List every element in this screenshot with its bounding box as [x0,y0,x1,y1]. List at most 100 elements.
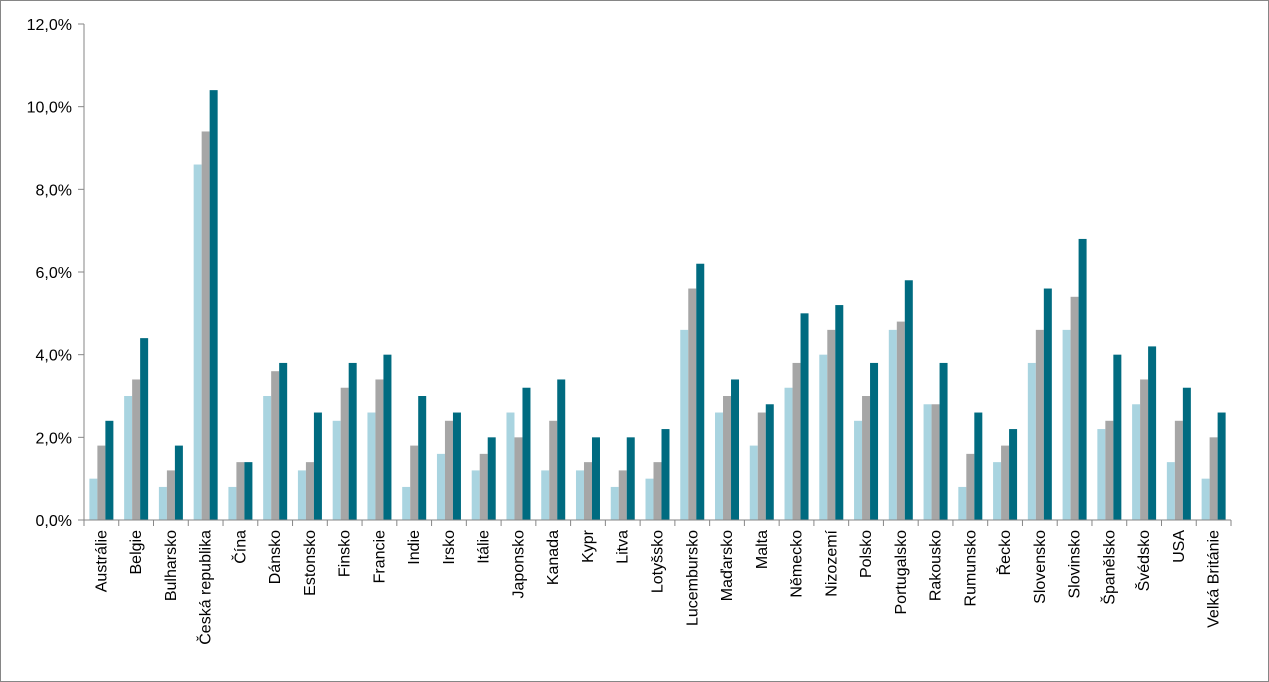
bar-USA-series-1 [1166,462,1175,520]
x-axis: Austrálie Belgie Bulharsko Česká republika Č… [83,519,1232,645]
x-tick-label: Slovensko [1032,530,1049,604]
bar-Lucembursko-series-1 [680,329,689,520]
x-tick-label: Kypr [580,529,597,563]
y-tick-label: 12,0% [27,17,72,34]
bar-Švédsko-series-1 [1132,404,1141,520]
bar-Dánsko-series-1 [263,396,272,520]
x-tick-label: Česká republika [196,530,215,645]
bar-Česká republika-series-3 [209,90,218,520]
bar-Česká republika-series-1 [193,164,202,521]
y-axis: 0,0% 2,0% 4,0% 6,0% 8,0% 10,0% 12,0% [27,17,85,530]
bar-Španělsko-series-3 [1113,354,1122,520]
bar-Řecko-series-3 [1009,429,1018,520]
bar-Řecko-series-2 [1001,445,1010,520]
bar-Slovensko-series-3 [1043,288,1052,520]
y-tick-label: 6,0% [36,265,72,282]
bar-Bulharsko-series-3 [174,445,183,520]
y-tick-label: 4,0% [36,348,72,365]
bar-Japonsko-series-1 [506,412,515,520]
x-tick-label: Malta [754,530,771,569]
bar-Nizozemí-series-3 [835,305,844,520]
x-tick-label: Lotyšsko [650,530,667,593]
bar-Finsko-series-3 [348,362,357,520]
x-tick-label: Itálie [476,530,493,564]
x-tick-label: Maďarsko [719,530,736,601]
x-tick-label: Řecko [995,530,1014,575]
bar-Čína-series-3 [244,462,253,520]
bar-Kypr-series-3 [591,437,600,520]
x-tick-label: Kanada [545,530,562,585]
bar-Nizozemí-series-2 [827,329,836,520]
x-tick-label: Finsko [337,530,354,577]
bar-Malta-series-3 [765,404,774,520]
bar-Velká Británie-series-3 [1217,412,1226,520]
bar-USA-series-3 [1182,387,1191,520]
bar-Indie-series-3 [418,396,427,520]
bar-Finsko-series-2 [340,387,349,520]
y-tick-label: 2,0% [36,430,72,447]
bar-Lotyšsko-series-2 [653,462,662,520]
x-tick-label: Litva [615,530,632,564]
bar-Lucembursko-series-3 [696,263,705,520]
x-tick-label: Austrálie [93,530,110,592]
x-tick-label: Estonsko [302,530,319,596]
bar-Irsko-series-3 [452,412,461,520]
bar-USA-series-2 [1174,420,1183,520]
bar-Slovinsko-series-3 [1078,238,1087,520]
y-tick-label: 8,0% [36,182,72,199]
bar-Irsko-series-1 [436,453,445,520]
bar-Austrálie-series-1 [89,478,98,520]
bar-Estonsko-series-1 [297,470,306,520]
bar-Česká republika-series-2 [201,131,210,520]
bar-Litva-series-2 [618,470,627,520]
bar-Slovensko-series-2 [1035,329,1044,520]
x-tick-label: Dánsko [267,530,284,584]
bar-Nizozemí-series-1 [819,354,828,520]
x-tick-label: Polsko [858,530,875,578]
bar-Rakousko-series-2 [931,404,940,520]
bar-Japonsko-series-3 [522,387,531,520]
bar-Lucembursko-series-2 [688,288,697,520]
bar-Dánsko-series-2 [271,371,280,520]
bar-Belgie-series-1 [124,396,133,520]
bar-Lotyšsko-series-3 [661,429,670,520]
bar-Polsko-series-1 [854,420,863,520]
bar-Estonsko-series-3 [313,412,322,520]
bar-Rumunsko-series-2 [966,453,975,520]
bar-Litva-series-1 [610,486,619,520]
x-tick-label: Indie [406,530,423,565]
bar-Kypr-series-1 [575,470,584,520]
bar-Německo-series-1 [784,387,793,520]
bar-Velká Británie-series-1 [1201,478,1210,520]
bar-Irsko-series-2 [444,420,453,520]
y-tick-label: 0,0% [36,513,72,530]
bar-Rumunsko-series-3 [974,412,983,520]
bar-Bulharsko-series-1 [158,486,167,520]
bar-Bulharsko-series-2 [166,470,175,520]
x-tick-label: Velká Británie [1206,530,1223,628]
bar-Německo-series-3 [800,313,809,520]
x-tick-label: Belgie [128,530,145,575]
bar-Rakousko-series-1 [923,404,932,520]
bar-Belgie-series-3 [140,338,149,520]
x-tick-label: Španělsko [1099,530,1118,605]
bar-Itálie-series-1 [471,470,480,520]
bar-Polsko-series-3 [870,362,879,520]
bar-Kypr-series-2 [583,462,592,520]
x-tick-label: Rakousko [928,530,945,601]
bar-Řecko-series-1 [993,462,1002,520]
bar-Malta-series-2 [757,412,766,520]
bar-Francie-series-1 [367,412,376,520]
bar-Slovinsko-series-2 [1070,296,1079,520]
x-tick-label: Francie [371,530,388,583]
bar-Malta-series-1 [749,445,758,520]
bar-Velká Británie-series-2 [1209,437,1218,520]
bar-Kanada-series-3 [557,379,566,520]
x-tick-label: Slovinsko [1067,530,1084,599]
x-tick-label: Rumunsko [962,530,979,607]
x-tick-label: USA [1171,530,1188,563]
bar-Estonsko-series-2 [305,462,314,520]
bar-Finsko-series-1 [332,420,341,520]
